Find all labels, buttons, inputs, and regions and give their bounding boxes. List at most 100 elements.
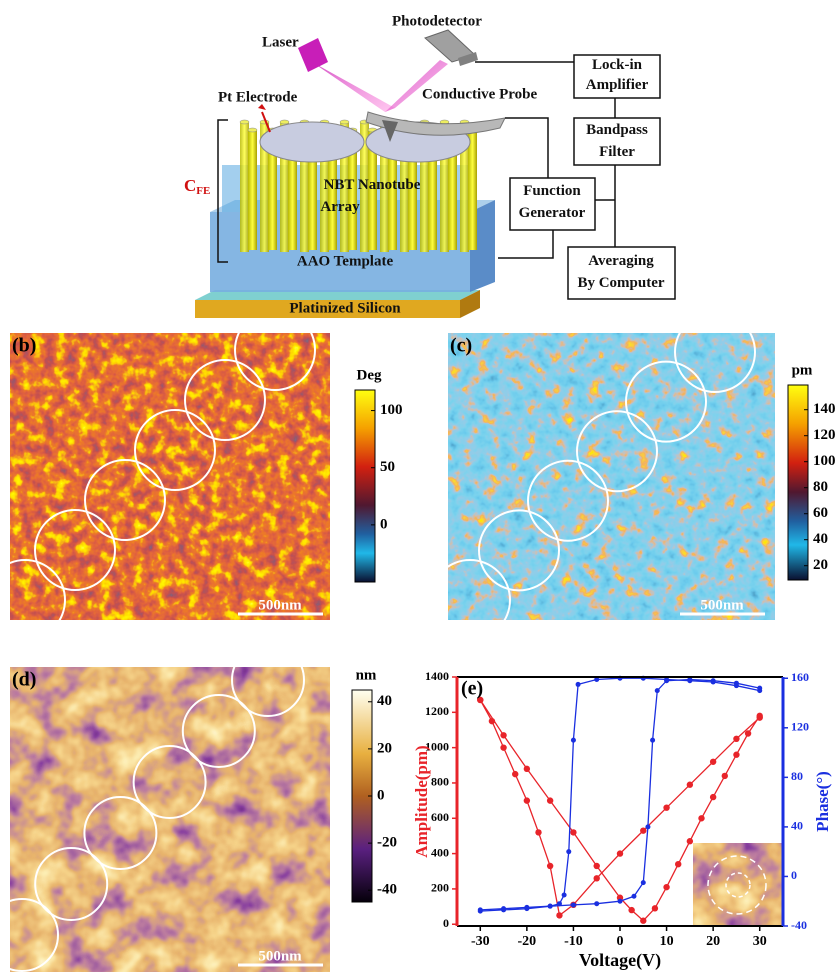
- point: [594, 875, 600, 881]
- colorbar-tick-label: 40: [813, 531, 828, 547]
- point: [711, 679, 716, 684]
- y-tick-label: 800: [431, 775, 449, 789]
- scale-bar-label: 500nm: [700, 597, 744, 613]
- point: [535, 829, 541, 835]
- tube: [240, 122, 249, 252]
- y-tick-label: 0: [443, 916, 449, 930]
- point: [687, 678, 692, 683]
- tube-top: [280, 120, 289, 124]
- line: Lock-in: [592, 57, 643, 73]
- y2-tick-label: -40: [791, 918, 807, 932]
- sub: FE: [196, 185, 210, 197]
- point: [640, 827, 646, 833]
- x-tick-label: -20: [518, 934, 537, 949]
- point: [562, 893, 567, 898]
- x-tick-label: -10: [564, 934, 583, 949]
- point: [675, 861, 681, 867]
- colorbar-tick-label: 140: [813, 401, 836, 417]
- tube-top: [248, 128, 257, 132]
- label: Platinized Silicon: [289, 300, 401, 316]
- colorbar-unit: nm: [356, 667, 377, 683]
- y2-tick-label: 40: [791, 819, 803, 833]
- point: [571, 902, 576, 907]
- point: [557, 901, 562, 906]
- tube-top: [240, 120, 249, 124]
- y-tick-label: 1400: [425, 669, 449, 683]
- y2-tick-label: 120: [791, 720, 809, 734]
- line: Bandpass: [586, 122, 648, 138]
- point: [478, 909, 483, 914]
- label: Photodetector: [392, 13, 482, 29]
- schematic: Photodetector Laser Lock-inAmplifier Pt …: [184, 13, 675, 318]
- line: Amplifier: [586, 77, 649, 93]
- line: By Computer: [577, 275, 664, 291]
- x-tick-label: 10: [660, 934, 674, 949]
- point: [631, 894, 636, 899]
- point: [650, 738, 655, 743]
- point: [547, 863, 553, 869]
- colorbar-tick-label: 120: [813, 427, 836, 443]
- label: CFE: [184, 176, 210, 197]
- point: [655, 688, 660, 693]
- colorbar-tick-label: 60: [813, 505, 828, 521]
- label: Conductive Probe: [422, 86, 537, 102]
- main: C: [184, 176, 196, 195]
- line: Function: [523, 183, 581, 199]
- point: [734, 683, 739, 688]
- point: [640, 918, 646, 924]
- point: [500, 744, 506, 750]
- point: [652, 905, 658, 911]
- panel-label: (b): [12, 335, 36, 357]
- colorbar: [788, 385, 808, 580]
- colorbar-tick-label: 40: [377, 693, 392, 709]
- point: [500, 732, 506, 738]
- label: Laser: [262, 34, 299, 50]
- point: [628, 907, 634, 913]
- point: [524, 797, 530, 803]
- x-axis-label: Voltage(V): [579, 950, 661, 971]
- point: [641, 880, 646, 885]
- point: [501, 907, 506, 912]
- point: [618, 899, 623, 904]
- point: [663, 884, 669, 890]
- colorbar-tick-label: 50: [380, 459, 395, 475]
- y-tick-label: 1200: [425, 704, 449, 718]
- x-tick-label: 0: [617, 934, 624, 949]
- panel-label: (c): [450, 335, 472, 357]
- point: [687, 838, 693, 844]
- colorbar-unit: pm: [792, 362, 813, 378]
- x-tick-label: 20: [706, 934, 720, 949]
- point: [571, 738, 576, 743]
- scale-bar-label: 500nm: [258, 948, 302, 964]
- point: [757, 713, 763, 719]
- wire: [505, 118, 548, 178]
- laser-beam: [312, 62, 395, 112]
- colorbar-tick-label: 20: [377, 740, 392, 756]
- colorbar-tick-label: -20: [377, 835, 397, 851]
- y2-tick-label: 0: [791, 868, 797, 882]
- panel-label: (e): [461, 678, 483, 700]
- figure: Photodetector Laser Lock-inAmplifier Pt …: [0, 0, 837, 977]
- point: [663, 804, 669, 810]
- point: [722, 773, 728, 779]
- panel-label: (d): [12, 669, 36, 691]
- point: [556, 912, 562, 918]
- label: AAO Template: [297, 253, 394, 269]
- line: NBT Nanotube: [324, 177, 421, 193]
- x-tick-label: 30: [753, 934, 767, 949]
- point: [710, 794, 716, 800]
- colorbar-tick-label: 100: [813, 453, 836, 469]
- line: Array: [320, 199, 360, 215]
- colorbar-unit: Deg: [357, 367, 382, 383]
- point: [745, 730, 751, 736]
- point: [733, 736, 739, 742]
- point: [594, 863, 600, 869]
- tube-top: [340, 120, 349, 124]
- line: Filter: [599, 144, 635, 160]
- line: Averaging: [588, 253, 654, 269]
- laser: [298, 38, 328, 72]
- colorbar-tick-label: 0: [380, 516, 388, 532]
- tube: [468, 130, 477, 250]
- colorbar: [355, 390, 375, 582]
- electrode: [260, 122, 364, 162]
